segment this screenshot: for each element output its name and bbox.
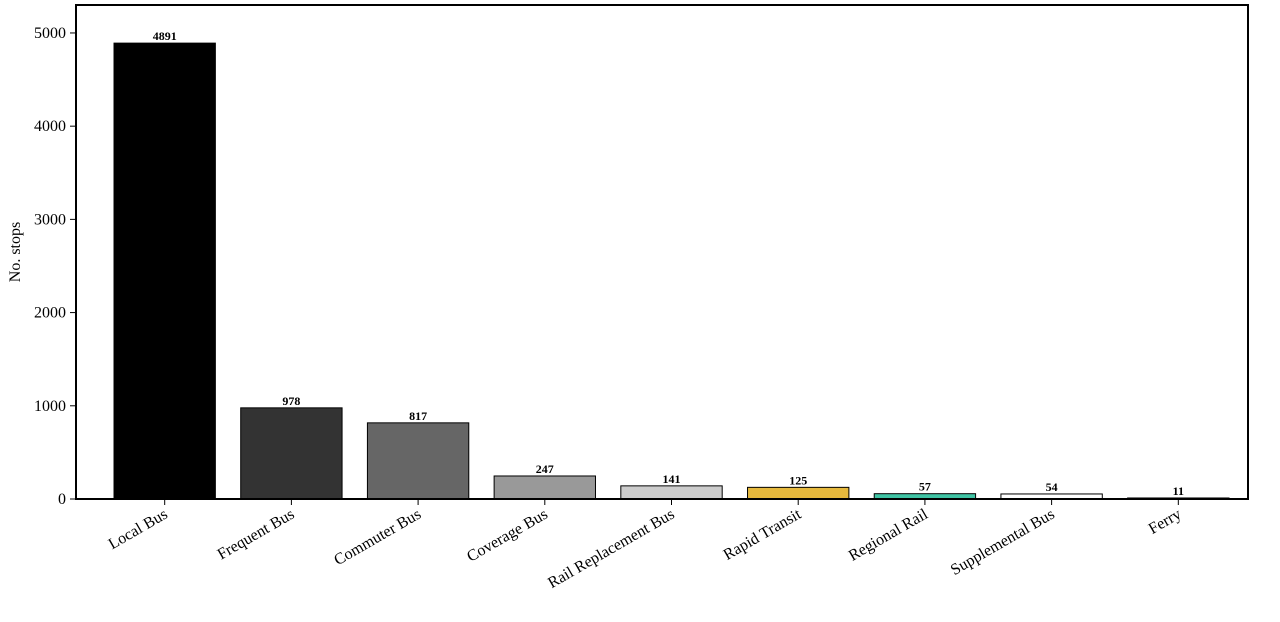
data-label: 141 xyxy=(663,472,681,486)
x-tick-label: Rapid Transit xyxy=(721,505,805,563)
x-tick-label: Supplemental Bus xyxy=(948,506,1058,579)
bar xyxy=(113,42,216,500)
bars-group xyxy=(113,42,1230,500)
y-axis-label: No. stops xyxy=(7,222,24,282)
y-tick-label: 0 xyxy=(58,491,66,508)
y-tick-label: 1000 xyxy=(34,398,66,415)
bar xyxy=(493,475,596,500)
y-tick-label: 5000 xyxy=(34,25,66,42)
data-label: 125 xyxy=(789,473,807,487)
plot-frame xyxy=(75,4,1249,500)
data-label: 4891 xyxy=(153,29,177,43)
data-label: 54 xyxy=(1046,480,1058,494)
bar xyxy=(240,407,343,500)
bar xyxy=(747,486,850,500)
bar xyxy=(620,485,723,500)
x-tick-label: Ferry xyxy=(1146,506,1185,538)
data-label: 57 xyxy=(919,480,931,494)
data-label: 247 xyxy=(536,462,554,476)
y-tick-label: 3000 xyxy=(34,211,66,228)
x-tick-label: Coverage Bus xyxy=(464,506,551,566)
x-tick-label: Rail Replacement Bus xyxy=(545,506,677,592)
x-tick-label: Commuter Bus xyxy=(331,506,424,569)
y-tick-label: 2000 xyxy=(34,305,66,322)
y-tick-label: 4000 xyxy=(34,118,66,135)
bar xyxy=(366,422,470,500)
y-axis: 0 1000 2000 3000 4000 5000 xyxy=(34,25,76,508)
data-label: 817 xyxy=(409,409,427,423)
x-axis: Local Bus Frequent Bus Commuter Bus Coverag… xyxy=(106,499,1185,592)
x-tick-label: Local Bus xyxy=(106,506,171,553)
data-label: 11 xyxy=(1173,484,1184,498)
data-label: 978 xyxy=(282,394,300,408)
data-labels-group: 4891 978 817 247 141 125 57 54 11 xyxy=(153,29,1184,498)
x-tick-label: Regional Rail xyxy=(846,505,932,564)
x-tick-label: Frequent Bus xyxy=(215,506,298,564)
